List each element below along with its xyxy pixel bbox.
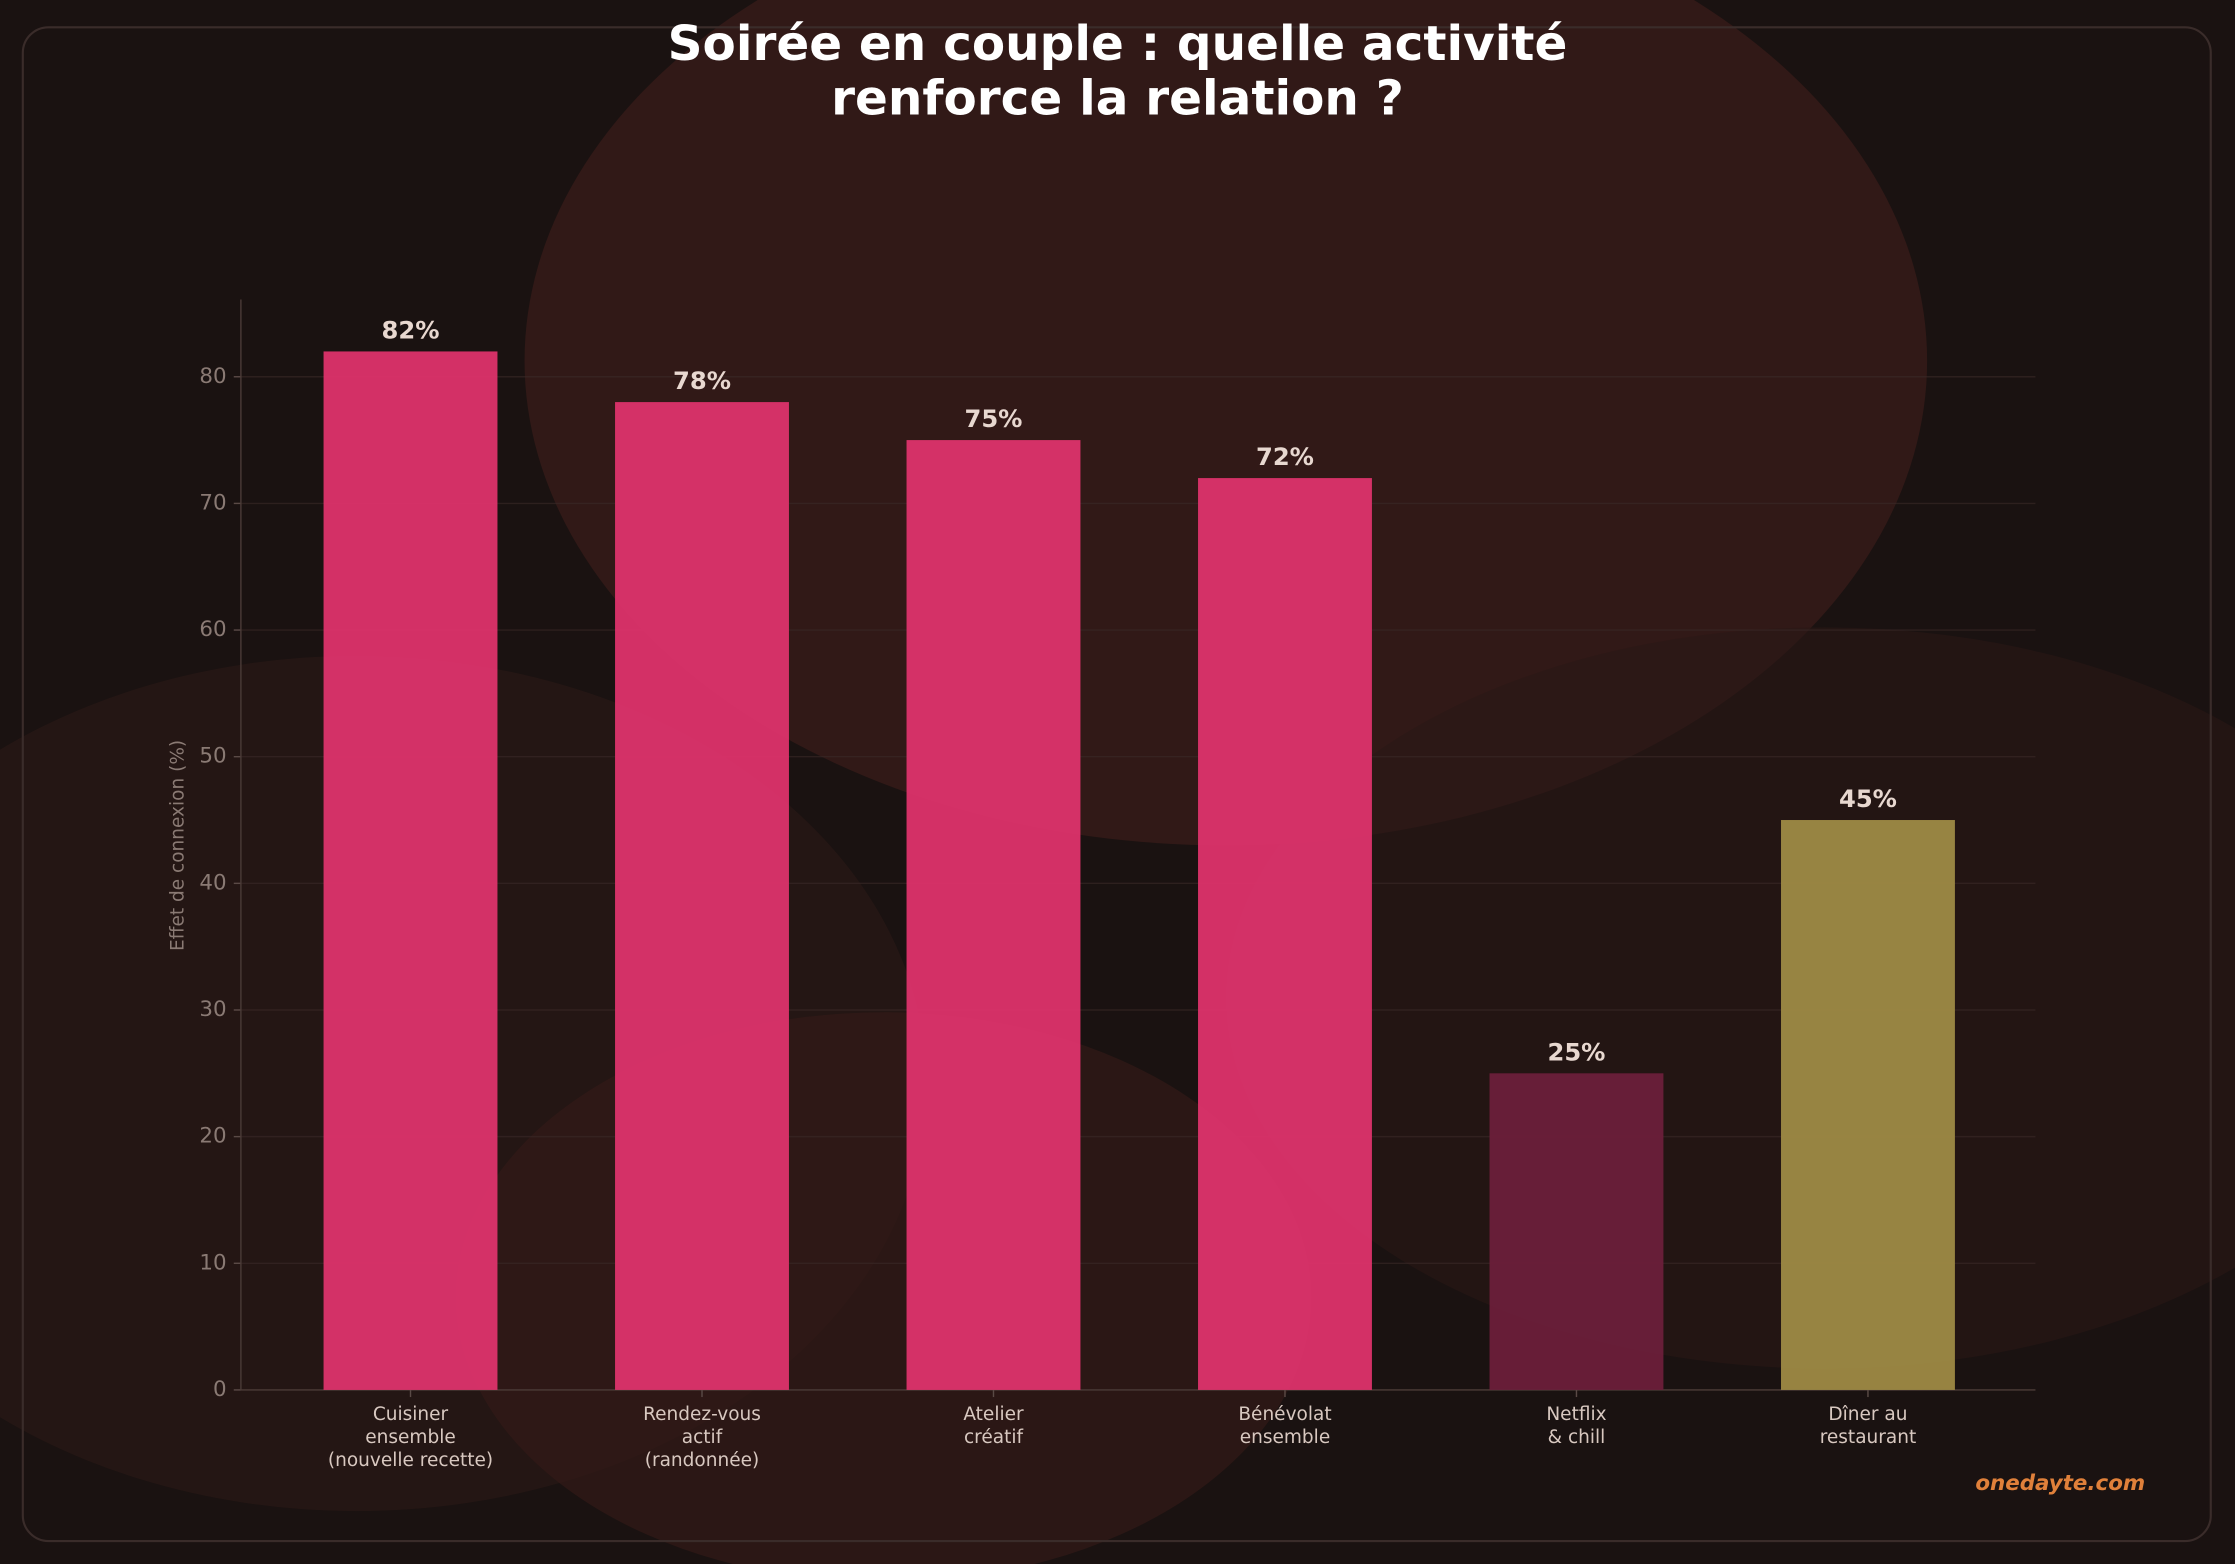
bar [1198, 478, 1372, 1390]
value-label: 72% [1256, 443, 1314, 471]
decoration [1226, 627, 2235, 1369]
value-label: 82% [382, 316, 440, 344]
bar [615, 402, 789, 1390]
value-label: 25% [1547, 1038, 1605, 1066]
decoration [456, 1012, 1312, 1564]
y-tick-label: 40 [199, 870, 226, 895]
bar [1489, 1073, 1664, 1390]
panel [21, 26, 2212, 1543]
y-axis-label: Effet de connexion (%) [168, 740, 189, 951]
y-tick-label: 0 [213, 1377, 227, 1402]
x-tick-label: Atelier créatif [963, 1404, 1024, 1448]
y-tick-label: 50 [199, 744, 226, 769]
bar [1781, 820, 1955, 1390]
y-tick-label: 70 [199, 490, 226, 515]
x-tick-label: Cuisiner ensemble (nouvelle recette) [328, 1404, 493, 1471]
y-tick-label: 80 [199, 364, 226, 389]
bar [906, 440, 1081, 1390]
x-tick-label: Rendez-vous actif (randonnée) [643, 1404, 761, 1471]
value-label: 78% [673, 367, 731, 395]
y-tick-label: 10 [199, 1250, 226, 1275]
value-label: 45% [1839, 785, 1897, 813]
y-tick-label: 60 [199, 617, 226, 642]
x-tick-label: Netflix & chill [1546, 1404, 1606, 1448]
x-tick-label: Dîner au restaurant [1820, 1404, 1917, 1448]
y-tick-label: 20 [199, 1124, 226, 1149]
decoration [524, 0, 1927, 846]
y-tick-label: 30 [199, 997, 226, 1022]
value-label: 75% [964, 405, 1022, 433]
x-tick-label: Bénévolat ensemble [1238, 1404, 1331, 1448]
bar [323, 351, 498, 1390]
watermark: onedayte.com [1975, 1471, 2145, 1496]
chart-title: Soirée en couple : quelle activité renfor… [668, 16, 1568, 126]
